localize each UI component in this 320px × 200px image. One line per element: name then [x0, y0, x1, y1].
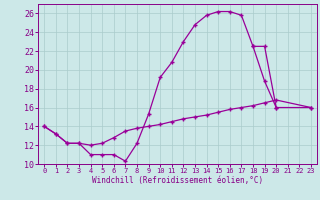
- X-axis label: Windchill (Refroidissement éolien,°C): Windchill (Refroidissement éolien,°C): [92, 176, 263, 185]
